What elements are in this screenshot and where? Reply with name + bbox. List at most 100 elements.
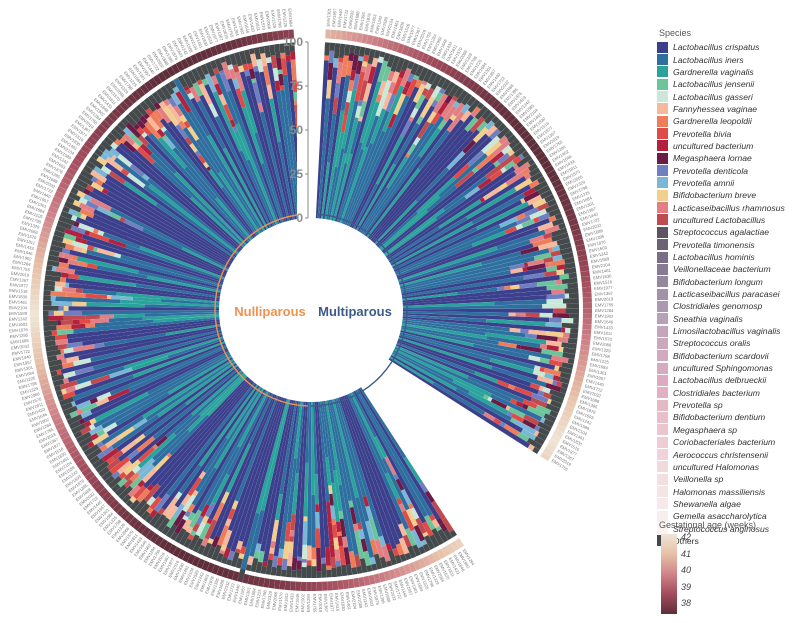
stacked-bar-segment [92,213,227,275]
gestational-age-cell [363,575,371,586]
sample-label: EMV1570 [277,592,284,611]
stacked-bar-segment [154,455,170,471]
stacked-bar-segment [529,382,541,390]
stacked-bar-segment-others [431,528,444,546]
stacked-bar-segment [408,116,414,122]
stacked-bar-segment [538,212,551,222]
stacked-bar-segment [109,211,122,221]
stacked-bar-segment-others [157,517,170,533]
stacked-bar-segment [68,273,80,280]
gestational-age-cell [88,475,99,486]
stacked-bar-segment [499,216,519,228]
stacked-bar-segment [71,323,86,330]
gestational-age-cell [461,76,472,87]
stacked-bar-segment [75,216,226,278]
stacked-bar-segment [338,510,344,520]
stacked-bar-segment-others [550,399,563,409]
stacked-bar-segment [259,71,294,221]
legend-swatch [657,486,668,498]
gestational-age-cell [91,479,102,490]
stacked-bar-segment [262,400,296,563]
stacked-bar-segment [545,262,551,268]
stacked-bar-segment-others [564,262,576,270]
stacked-bar-segment [108,238,127,249]
stacked-bar-segment [207,375,248,417]
stacked-bar-segment [262,561,268,567]
stacked-bar-segment [260,52,268,67]
stacked-bar-segment [63,253,73,260]
stacked-bar-segment [181,493,191,506]
legend-swatch [657,66,668,78]
stacked-bar-segment [454,170,475,188]
stacked-bar-segment-others [104,475,115,485]
stacked-bar-segment [183,85,190,92]
stacked-bar-segment [60,319,74,326]
gestational-age-cell [569,223,580,232]
stacked-bar-segment [248,393,274,445]
stacked-bar-segment [164,137,176,150]
stacked-bar-segment [105,436,120,449]
stacked-bar-segment-others [561,252,574,260]
stacked-bar-segment [545,321,563,328]
stacked-bar-segment [315,504,320,513]
sample-label: EMV2019 [11,271,31,278]
stacked-bar-segment [67,259,79,266]
stacked-bar-segment [358,528,365,540]
stacked-bar-segment [305,401,310,463]
stacked-bar-segment [367,119,464,239]
stacked-bar-segment [314,401,326,558]
stacked-bar-segment [366,168,421,238]
stacked-bar-segment [201,537,209,547]
stacked-bar-segment [183,120,191,129]
stacked-bar-segment [214,83,223,96]
gestational-age-cell [201,560,210,571]
stacked-bar-segment-others [141,510,151,521]
stacked-bar-segment-others [153,513,167,530]
stacked-bar-segment [453,101,461,109]
stacked-bar-segment [561,327,566,333]
stacked-bar-segment [326,565,332,571]
stacked-bar-segment-others [407,545,417,559]
stacked-bar-segment [401,86,409,96]
stacked-bar-segment [256,58,264,73]
sample-label: EMV1798 [23,214,43,225]
stacked-bar-segment [393,204,535,272]
stacked-bar-segment [93,352,231,428]
stacked-bar-segment [110,295,133,301]
stacked-bar-segment [522,418,537,430]
stacked-bar-segment [295,401,305,474]
stacked-bar-segment [266,57,272,64]
sample-label: EMV1461 [192,30,204,50]
stacked-bar-segment [402,319,526,338]
stacked-bar-segment-others [395,57,405,73]
gestational-age-cell [54,191,65,200]
stacked-bar-segment-others [569,313,579,319]
stacked-bar-segment [74,236,83,243]
stacked-bar-segment [446,150,466,171]
gestational-age-cell [582,297,592,303]
stacked-bar-segment [402,290,552,305]
stacked-bar-segment-others [51,239,67,249]
sample-label: EMV2104 [9,305,28,310]
gestational-age-cell [445,543,455,555]
stacked-bar-segment [189,529,197,537]
stacked-bar-segment [368,518,380,541]
stacked-bar-segment [204,73,217,93]
gestational-age-cell [54,422,66,431]
stacked-bar-segment [370,539,379,555]
stacked-bar-segment [398,337,493,370]
stacked-bar-segment [62,237,74,246]
gestational-age-cell [29,305,40,311]
sample-label: EMV1688 [353,10,361,30]
stacked-bar-segment [219,69,225,75]
stacked-bar-segment [549,259,566,267]
gestational-age-cell [145,529,156,541]
stacked-bar-segment [415,517,427,535]
legend-label: Bifidobacterium dentium [673,412,766,423]
stacked-bar-segment [370,128,468,241]
stacked-bar-segment-others [414,64,424,77]
stacked-bar-segment [514,178,533,192]
stacked-bar-segment [103,332,167,347]
stacked-bar-segment [66,292,86,298]
stacked-bar-segment-others [274,43,281,58]
